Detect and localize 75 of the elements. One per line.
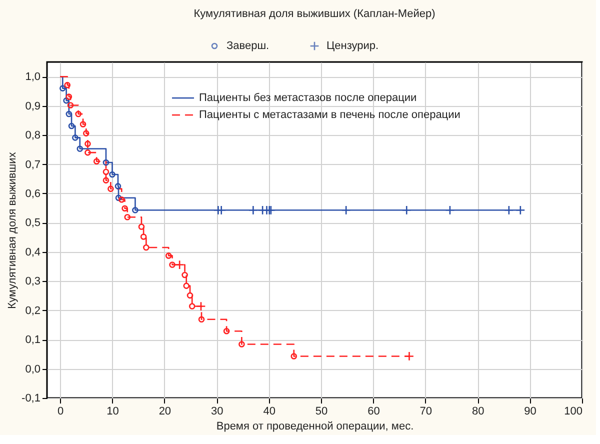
x-tick-label: 100 [564, 406, 582, 418]
point [122, 205, 128, 212]
point [118, 196, 125, 203]
x-tick-label: 40 [263, 406, 276, 418]
point [108, 186, 114, 192]
point [132, 206, 138, 214]
x-tick-label: 20 [158, 406, 172, 418]
point [64, 82, 71, 88]
point [186, 292, 194, 299]
y-tick-label: 0,3 [25, 276, 40, 288]
x-tick-label: 30 [211, 406, 224, 418]
y-tick-label: 0,4 [25, 246, 40, 258]
x-tick-label: 90 [524, 406, 536, 418]
point [216, 205, 226, 215]
x-tick-label: 0 [57, 406, 64, 418]
point [183, 282, 190, 289]
x-tick-label: 10 [106, 406, 119, 418]
y-tick-label: 0,1 [25, 334, 40, 346]
point [516, 205, 526, 215]
point [402, 205, 412, 215]
point [63, 97, 70, 104]
point [143, 244, 150, 251]
point [182, 272, 188, 278]
point [504, 205, 514, 215]
point [238, 341, 245, 348]
y-tick-label: -0,1 [22, 392, 40, 404]
y-tick-label: 1,0 [25, 71, 40, 84]
y-tick-label: 0,5 [25, 217, 40, 230]
legend-label: Цензурир. [326, 40, 379, 52]
point [290, 353, 298, 360]
point [80, 121, 86, 128]
point [223, 328, 230, 334]
y-tick-label: 0,9 [25, 100, 40, 112]
y-tick-label: 0,8 [25, 130, 40, 142]
y-tick-label: 0,2 [25, 304, 40, 317]
point [140, 234, 147, 240]
point [445, 205, 455, 215]
point [68, 122, 75, 130]
point [75, 110, 82, 118]
y-tick-label: 0,0 [25, 363, 40, 376]
legend-label: Заверш. [226, 40, 270, 52]
y-axis-title: Кумулятивная доля выживших [6, 152, 19, 309]
point [102, 177, 110, 184]
y-tick-label: 0,7 [25, 158, 40, 171]
x-tick-label: 70 [420, 406, 432, 418]
y-tick-label: 0,6 [25, 188, 40, 200]
point [76, 146, 84, 152]
point [84, 140, 91, 147]
point [84, 149, 91, 156]
point [109, 171, 116, 178]
point [138, 224, 145, 230]
point [82, 130, 90, 136]
chart-title: Кумулятивная доля выживших (Каплан-Мейер) [194, 8, 436, 20]
point [124, 214, 131, 220]
point [404, 351, 414, 362]
point [102, 159, 110, 166]
point [60, 85, 66, 92]
point [93, 158, 100, 164]
point [102, 168, 110, 175]
point [66, 110, 72, 118]
x-axis-title: Время от проведенной операции, мес. [216, 420, 414, 432]
point [66, 94, 72, 100]
point [115, 194, 122, 202]
legend-label: Пациенты без метастазов после операции [199, 92, 417, 104]
point [165, 252, 172, 259]
point [114, 183, 122, 190]
point [341, 205, 351, 215]
point [67, 102, 74, 108]
x-tick-label: 50 [315, 406, 328, 418]
point [248, 205, 258, 215]
legend-label: Пациенты с метастазами в печень после операции [199, 109, 460, 121]
x-tick-label: 80 [472, 406, 484, 418]
point [72, 134, 78, 141]
point [198, 316, 205, 323]
x-tick-label: 60 [368, 406, 380, 418]
